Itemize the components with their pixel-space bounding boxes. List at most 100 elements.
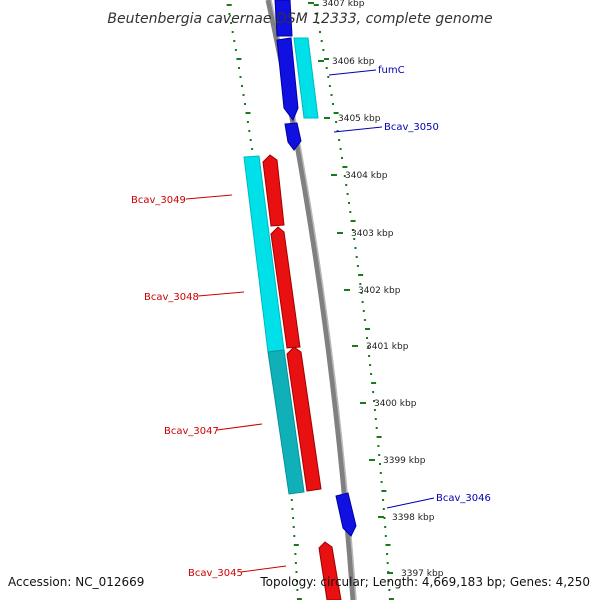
- gene-Bcav_3050[interactable]: [284, 122, 302, 151]
- inner-dot-ring: [327, 76, 330, 78]
- outer-dot-ring: [239, 76, 242, 78]
- outer-dot-ring: [296, 589, 299, 591]
- gene-Bcav_3047[interactable]: [286, 346, 322, 492]
- gene-Bcav_3045[interactable]: [318, 541, 342, 600]
- inner-dot-ring: [358, 274, 364, 276]
- inner-dot-ring: [386, 553, 389, 555]
- inner-dot-ring: [375, 427, 378, 429]
- outer-dot-ring: [292, 517, 295, 519]
- inner-dot-ring: [376, 436, 382, 438]
- inner-dot-ring: [322, 49, 325, 51]
- gene-Bcav_3046[interactable]: [335, 492, 357, 537]
- inner-dot-ring: [346, 193, 349, 195]
- gene-Bcav_3047-cds[interactable]: [267, 349, 305, 495]
- gene-label-Bcav_3050: Bcav_3050: [384, 122, 439, 133]
- gene-Bcav_3048[interactable]: [270, 226, 301, 349]
- outer-dot-ring: [293, 544, 299, 546]
- inner-dot-ring: [373, 400, 375, 402]
- inner-dot-ring: [383, 517, 386, 519]
- inner-dot-ring: [353, 238, 356, 240]
- leader-Bcav_3047: [216, 423, 263, 431]
- scale-tick-label: 3399 kbp: [383, 456, 426, 466]
- inner-dot-ring: [320, 40, 323, 42]
- leader-Bcav_3045: [240, 565, 287, 573]
- inner-dot-ring: [342, 166, 348, 168]
- outer-dot-ring: [291, 508, 294, 510]
- outer-dot-ring: [226, 4, 232, 6]
- inner-dot-ring: [367, 346, 370, 348]
- gene-label-fumC: fumC: [378, 65, 405, 76]
- outer-dot-ring: [244, 103, 246, 105]
- gene-3407-top[interactable]: [274, 0, 293, 37]
- inner-dot-ring: [381, 490, 387, 492]
- scale-tick-label: 3404 kbp: [345, 171, 388, 181]
- outer-dot-ring: [290, 499, 293, 501]
- outer-dot-ring: [296, 580, 298, 582]
- leader-Bcav_3048: [197, 291, 245, 297]
- outer-dot-ring: [295, 571, 298, 573]
- inner-dot-ring: [361, 301, 364, 303]
- scale-tick-label: 3403 kbp: [351, 229, 394, 239]
- outer-dot-ring: [233, 40, 236, 42]
- outer-dot-ring: [292, 526, 295, 528]
- inner-dot-ring: [362, 310, 365, 312]
- scale-tick-label: 3398 kbp: [392, 513, 435, 523]
- outer-dot-ring: [246, 121, 249, 123]
- inner-dot-ring: [333, 112, 339, 114]
- map-title: Beutenbergia cavernae DSM 12333, complet…: [107, 11, 492, 27]
- inner-dot-ring: [335, 121, 338, 123]
- gene-fumC[interactable]: [276, 37, 299, 121]
- label-leaders: [185, 69, 435, 573]
- outer-dot-ring: [238, 67, 240, 69]
- inner-dot-ring: [343, 175, 346, 177]
- outer-dot-ring: [294, 562, 297, 564]
- inner-dot-ring: [373, 409, 376, 411]
- outer-dot-ring: [245, 112, 251, 114]
- outer-dot-ring: [242, 94, 245, 96]
- outer-dot-ring: [251, 148, 254, 150]
- gene-features: [243, 0, 357, 600]
- inner-dot-ring: [338, 139, 341, 141]
- outer-dot-ring: [294, 553, 297, 555]
- gene-label-Bcav_3046: Bcav_3046: [436, 493, 491, 504]
- leader-Bcav_3049: [185, 194, 233, 200]
- inner-dot-ring: [332, 103, 334, 105]
- inner-dot-ring: [345, 184, 348, 186]
- inner-dot-ring: [377, 445, 380, 447]
- outer-dot-ring: [296, 598, 302, 600]
- scale-tick-label: 3401 kbp: [366, 342, 409, 352]
- gene-label-Bcav_3047: Bcav_3047: [164, 426, 219, 437]
- scale-tick-label: 3397 kbp: [401, 569, 444, 579]
- inner-dot-ring: [388, 589, 391, 591]
- inner-dot-ring: [379, 472, 382, 474]
- inner-dot-ring: [368, 355, 371, 357]
- inner-dot-ring: [354, 247, 357, 249]
- inner-dot-ring: [384, 535, 387, 537]
- inner-dot-ring: [380, 481, 383, 483]
- outer-dot-ring: [234, 49, 237, 51]
- inner-dot-ring: [372, 391, 375, 393]
- inner-dot-ring: [386, 562, 389, 564]
- scale-tick-label: 3407 kbp: [322, 0, 365, 9]
- scale-tick-label: 3402 kbp: [358, 286, 401, 296]
- gene-label-Bcav_3049: Bcav_3049: [131, 195, 186, 206]
- outer-dot-ring: [228, 13, 231, 15]
- inner-dot-ring: [388, 598, 394, 600]
- inner-dot-ring: [379, 463, 381, 465]
- inner-dot-ring: [385, 544, 391, 546]
- gene-fumC-cds[interactable]: [293, 37, 319, 119]
- gene-label-Bcav_3048: Bcav_3048: [144, 292, 199, 303]
- inner-dot-ring: [363, 319, 366, 321]
- inner-dot-ring: [374, 418, 377, 420]
- inner-dot-ring: [387, 580, 390, 582]
- inner-dot-ring: [330, 94, 333, 96]
- outer-dot-ring: [231, 31, 234, 33]
- inner-dot-ring: [356, 265, 359, 267]
- inner-dot-ring: [349, 211, 352, 213]
- inner-dot-ring: [366, 337, 368, 339]
- inner-dot-ring: [382, 508, 385, 510]
- gene-Bcav_3049[interactable]: [262, 154, 285, 227]
- summary-text: Topology: circular; Length: 4,669,183 bp…: [259, 575, 590, 589]
